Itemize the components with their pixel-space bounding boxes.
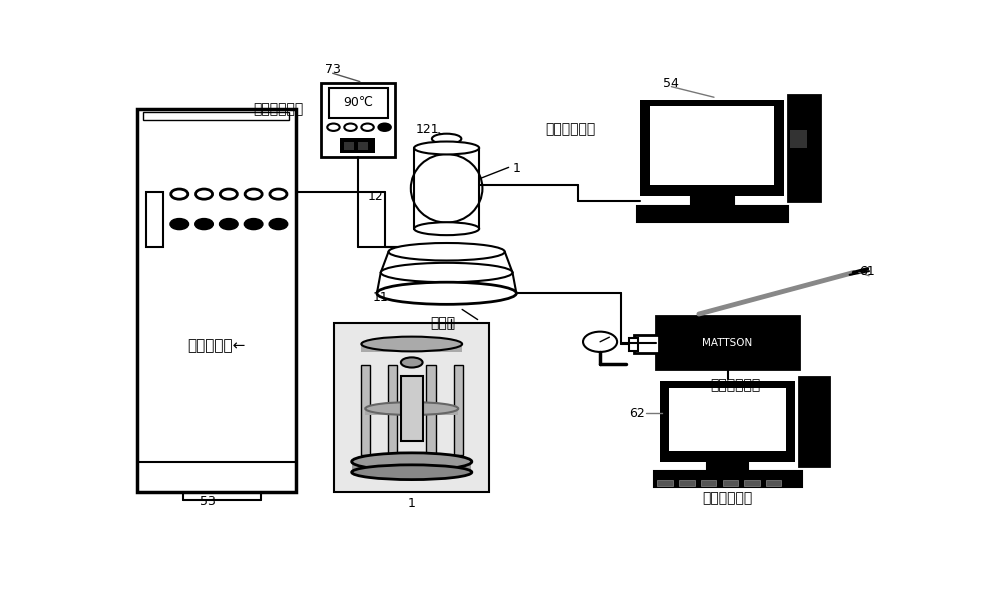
Bar [454,365,463,455]
Text: 压力室: 压力室 [430,316,455,330]
Bar [664,384,791,457]
Circle shape [269,219,288,229]
Bar [660,381,795,462]
Circle shape [170,219,189,229]
Bar [679,480,695,486]
Text: 121: 121 [415,123,439,136]
Text: 54: 54 [663,77,679,90]
Circle shape [270,189,287,199]
Bar [352,461,471,471]
Ellipse shape [361,337,462,352]
Ellipse shape [401,358,423,368]
Text: 应变采集系统: 应变采集系统 [702,492,753,506]
Circle shape [196,189,213,199]
Text: 1: 1 [408,497,416,510]
Bar [640,99,784,196]
Ellipse shape [414,222,479,235]
Bar [343,139,373,151]
Ellipse shape [414,141,479,155]
Bar [790,129,807,148]
Bar [799,377,829,466]
Bar [634,335,659,353]
Text: 73: 73 [325,63,341,76]
Circle shape [195,219,213,229]
Circle shape [378,123,391,131]
Bar [691,195,734,208]
Ellipse shape [432,143,461,151]
Bar [361,344,462,352]
Circle shape [344,123,357,131]
Bar [137,109,296,492]
Bar [334,323,489,492]
Circle shape [245,189,262,199]
Text: 90℃: 90℃ [343,96,373,109]
Bar [321,83,395,157]
Text: 12: 12 [367,190,383,203]
Circle shape [171,189,188,199]
Circle shape [220,219,238,229]
Ellipse shape [381,263,512,282]
Bar [657,480,673,486]
Bar [744,480,760,486]
Text: 61: 61 [860,265,875,277]
Ellipse shape [365,402,458,415]
Ellipse shape [388,243,505,261]
Bar [388,365,397,455]
Bar [723,480,738,486]
Bar [365,408,458,416]
Bar [645,102,779,191]
Bar [361,365,370,455]
Text: 53: 53 [200,495,216,508]
Bar [629,338,638,351]
Circle shape [327,123,340,131]
Bar [669,388,786,452]
Circle shape [220,189,237,199]
Text: 11: 11 [373,291,389,304]
Circle shape [244,219,263,229]
Text: 超高压手动泵: 超高压手动泵 [710,379,760,392]
Text: 温度控制系统: 温度控制系统 [253,102,304,116]
Bar [656,316,799,370]
Ellipse shape [377,282,516,304]
Text: 62: 62 [629,407,644,420]
Bar [426,365,436,455]
Bar [358,141,368,150]
Ellipse shape [432,134,461,144]
Bar [650,107,774,185]
Bar [707,460,748,473]
Bar [344,141,354,150]
Circle shape [583,332,617,352]
Bar [788,95,820,201]
Text: 伺服增压器←: 伺服增压器← [187,338,245,353]
Bar [654,471,802,487]
Ellipse shape [411,154,482,223]
Circle shape [361,123,374,131]
Bar [143,112,289,120]
Text: 1: 1 [512,162,520,176]
Ellipse shape [352,465,472,480]
Bar [701,480,716,486]
Text: 伺服控制系统: 伺服控制系统 [546,123,596,137]
Bar [766,480,781,486]
Bar [146,192,163,247]
Bar [401,376,423,441]
Bar [637,205,788,222]
Ellipse shape [352,453,472,470]
Bar [340,138,375,153]
Bar [329,88,388,118]
Text: MATTSON: MATTSON [702,338,753,348]
